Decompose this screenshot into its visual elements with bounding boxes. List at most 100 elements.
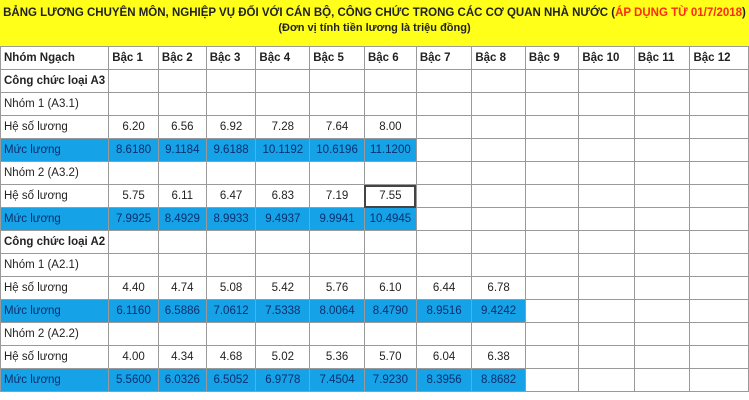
cell-value[interactable]: 5.70 (363, 345, 417, 369)
empty-cell[interactable] (108, 92, 159, 116)
empty-cell[interactable] (578, 322, 635, 346)
column-header[interactable]: Bậc 12 (689, 46, 749, 70)
empty-cell[interactable] (578, 345, 635, 369)
column-header[interactable]: Nhóm Ngạch (0, 46, 110, 70)
empty-cell[interactable] (524, 276, 580, 300)
cell-value[interactable]: 6.92 (205, 115, 257, 139)
cell-value[interactable]: 8.0064 (309, 299, 365, 323)
cell-value[interactable]: 6.44 (415, 276, 473, 300)
row-label[interactable]: Mức lương (0, 368, 110, 392)
cell-value[interactable]: 8.9516 (415, 299, 473, 323)
empty-cell[interactable] (108, 322, 159, 346)
row-label[interactable]: Mức lương (0, 207, 110, 231)
cell-value[interactable]: 10.1192 (255, 138, 311, 162)
empty-cell[interactable] (363, 253, 417, 277)
cell-value[interactable]: 6.9778 (255, 368, 311, 392)
empty-cell[interactable] (524, 368, 580, 392)
cell-value[interactable]: 9.9941 (309, 207, 365, 231)
column-header[interactable]: Bậc 3 (205, 46, 257, 70)
empty-cell[interactable] (309, 322, 365, 346)
empty-cell[interactable] (524, 345, 580, 369)
empty-cell[interactable] (471, 253, 526, 277)
cell-value[interactable]: 5.75 (108, 184, 159, 208)
cell-value[interactable]: 5.5600 (108, 368, 159, 392)
row-label[interactable]: Công chức loại A2 (0, 230, 110, 254)
empty-cell[interactable] (578, 184, 635, 208)
empty-cell[interactable] (689, 161, 749, 185)
empty-cell[interactable] (255, 69, 311, 93)
empty-cell[interactable] (633, 253, 691, 277)
column-header[interactable]: Bậc 6 (363, 46, 417, 70)
empty-cell[interactable] (157, 69, 207, 93)
cell-value[interactable]: 6.78 (471, 276, 526, 300)
cell-value[interactable]: 7.5338 (255, 299, 311, 323)
cell-value[interactable]: 9.1184 (157, 138, 207, 162)
empty-cell[interactable] (255, 253, 311, 277)
row-label[interactable]: Nhóm 2 (A3.2) (0, 161, 110, 185)
empty-cell[interactable] (363, 69, 417, 93)
empty-cell[interactable] (471, 69, 526, 93)
empty-cell[interactable] (415, 69, 473, 93)
empty-cell[interactable] (363, 92, 417, 116)
empty-cell[interactable] (524, 207, 580, 231)
cell-value[interactable]: 11.1200 (363, 138, 417, 162)
cell-value[interactable]: 9.6188 (205, 138, 257, 162)
cell-value[interactable]: 6.20 (108, 115, 159, 139)
cell-value[interactable]: 7.9925 (108, 207, 159, 231)
empty-cell[interactable] (633, 138, 691, 162)
empty-cell[interactable] (633, 207, 691, 231)
empty-cell[interactable] (415, 207, 473, 231)
empty-cell[interactable] (578, 138, 635, 162)
empty-cell[interactable] (524, 253, 580, 277)
empty-cell[interactable] (689, 115, 749, 139)
empty-cell[interactable] (108, 253, 159, 277)
empty-cell[interactable] (205, 161, 257, 185)
column-header[interactable]: Bậc 1 (108, 46, 159, 70)
cell-value[interactable]: 6.5052 (205, 368, 257, 392)
empty-cell[interactable] (578, 230, 635, 254)
empty-cell[interactable] (633, 161, 691, 185)
empty-cell[interactable] (415, 184, 473, 208)
column-header[interactable]: Bậc 9 (524, 46, 580, 70)
cell-value[interactable]: 4.68 (205, 345, 257, 369)
row-label[interactable]: Hệ số lương (0, 115, 110, 139)
column-header[interactable]: Bậc 11 (633, 46, 691, 70)
empty-cell[interactable] (108, 230, 159, 254)
cell-value[interactable]: 7.9230 (363, 368, 417, 392)
empty-cell[interactable] (471, 92, 526, 116)
empty-cell[interactable] (157, 253, 207, 277)
cell-value[interactable]: 4.74 (157, 276, 207, 300)
empty-cell[interactable] (578, 161, 635, 185)
empty-cell[interactable] (578, 207, 635, 231)
empty-cell[interactable] (157, 92, 207, 116)
cell-value[interactable]: 8.8682 (471, 368, 526, 392)
empty-cell[interactable] (363, 322, 417, 346)
cell-value[interactable]: 7.55 (363, 184, 417, 208)
empty-cell[interactable] (689, 368, 749, 392)
cell-value[interactable]: 8.6180 (108, 138, 159, 162)
empty-cell[interactable] (415, 138, 473, 162)
empty-cell[interactable] (157, 161, 207, 185)
empty-cell[interactable] (633, 345, 691, 369)
cell-value[interactable]: 7.28 (255, 115, 311, 139)
empty-cell[interactable] (108, 69, 159, 93)
row-label[interactable]: Nhóm 2 (A2.2) (0, 322, 110, 346)
row-label[interactable]: Công chức loại A3 (0, 69, 110, 93)
empty-cell[interactable] (689, 184, 749, 208)
column-header[interactable]: Bậc 8 (471, 46, 526, 70)
empty-cell[interactable] (471, 207, 526, 231)
cell-value[interactable]: 10.6196 (309, 138, 365, 162)
empty-cell[interactable] (157, 322, 207, 346)
cell-value[interactable]: 6.10 (363, 276, 417, 300)
cell-value[interactable]: 7.4504 (309, 368, 365, 392)
empty-cell[interactable] (633, 368, 691, 392)
empty-cell[interactable] (309, 161, 365, 185)
empty-cell[interactable] (415, 322, 473, 346)
cell-value[interactable]: 8.4929 (157, 207, 207, 231)
cell-value[interactable]: 8.9933 (205, 207, 257, 231)
cell-value[interactable]: 6.04 (415, 345, 473, 369)
row-label[interactable]: Hệ số lương (0, 184, 110, 208)
empty-cell[interactable] (471, 161, 526, 185)
cell-value[interactable]: 4.34 (157, 345, 207, 369)
empty-cell[interactable] (524, 230, 580, 254)
